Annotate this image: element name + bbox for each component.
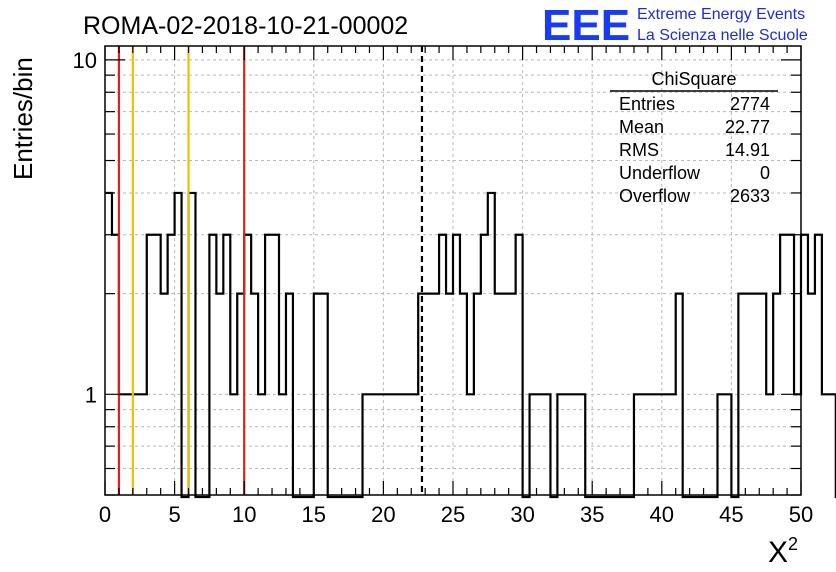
- x-tick-label: 20: [371, 502, 395, 527]
- histogram-bin: [822, 394, 829, 495]
- stats-label: Overflow: [619, 186, 691, 206]
- eee-logo: EEE Extreme Energy Events La Scienza nel…: [542, 1, 808, 50]
- x-tick-label: 50: [789, 502, 813, 527]
- tick-marks: [104, 46, 802, 496]
- x-tick-label: 0: [99, 502, 111, 527]
- y-axis-label: Entries/bin: [8, 57, 38, 180]
- x-axis-label: X2: [768, 534, 798, 569]
- stats-label: Mean: [619, 117, 664, 137]
- x-tick-label: 5: [168, 502, 180, 527]
- x-tick-label: 30: [510, 502, 534, 527]
- histogram-bin: [105, 193, 112, 495]
- y-tick-label: 1: [85, 382, 97, 407]
- reference-lines: [117, 46, 424, 495]
- y-tick-label: 10: [73, 48, 97, 73]
- logo-line1: Extreme Energy Events: [637, 6, 805, 23]
- x-tick-label: 45: [719, 502, 743, 527]
- stats-value: 22.77: [725, 117, 770, 137]
- histogram: [105, 191, 836, 499]
- x-tick-label: 25: [441, 502, 465, 527]
- x-tick-label: 40: [650, 502, 674, 527]
- histogram-steps: [105, 191, 836, 499]
- stats-title: ChiSquare: [651, 69, 736, 89]
- stats-value: 14.91: [725, 140, 770, 160]
- eee-mark: EEE: [542, 1, 630, 50]
- stats-box: ChiSquare Entries 2774 Mean 22.77 RMS 14.91 Un…: [610, 69, 778, 206]
- logo-line2: La Scienza nelle Scuole: [637, 27, 808, 44]
- stats-value: 0: [760, 163, 770, 183]
- histogram-bin: [808, 294, 815, 495]
- stats-value: 2774: [730, 94, 770, 114]
- chart-title: ROMA-02-2018-10-21-00002: [83, 12, 408, 40]
- stats-value: 2633: [730, 186, 770, 206]
- stats-label: Underflow: [619, 163, 701, 183]
- x-tick-label: 10: [232, 502, 256, 527]
- stats-label: Entries: [619, 94, 675, 114]
- stats-label: RMS: [619, 140, 659, 160]
- x-tick-label: 35: [580, 502, 604, 527]
- x-tick-label: 15: [302, 502, 326, 527]
- tick-labels: 0 5 10 15 20 25 30 35 40 45 50 1 10: [73, 48, 814, 527]
